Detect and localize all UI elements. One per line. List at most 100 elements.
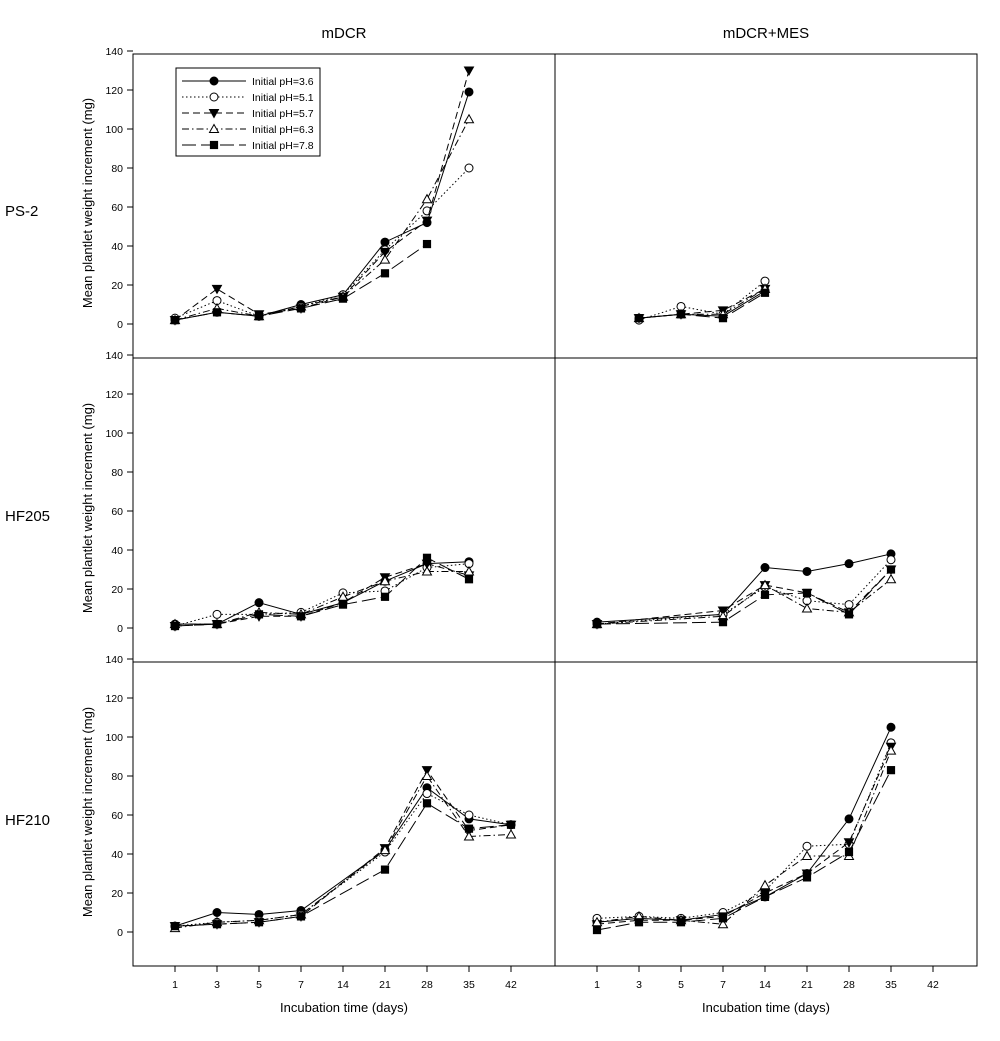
data-point bbox=[379, 575, 391, 586]
row-title-ps2: PS-2 bbox=[5, 203, 38, 220]
data-point bbox=[506, 820, 516, 829]
series-line bbox=[596, 727, 892, 923]
panel-hf210-mdcr bbox=[169, 766, 517, 933]
data-point bbox=[422, 799, 432, 808]
series-line bbox=[174, 167, 470, 319]
data-point bbox=[802, 566, 812, 576]
data-point bbox=[170, 922, 180, 931]
y-tick-label: 40 bbox=[111, 849, 123, 861]
data-point bbox=[421, 216, 433, 227]
data-point bbox=[844, 559, 854, 569]
data-point bbox=[634, 918, 644, 927]
data-point bbox=[886, 722, 896, 732]
series-line bbox=[596, 742, 892, 919]
legend-label-ph-5-1: Initial pH=5.1 bbox=[252, 92, 314, 104]
series-line bbox=[174, 557, 470, 627]
plot-area: 0204060801001201400204060801001201400204… bbox=[105, 46, 939, 991]
data-point bbox=[212, 920, 222, 929]
panel-ps-2-mdcr bbox=[169, 66, 475, 326]
data-point bbox=[421, 565, 433, 576]
data-point bbox=[337, 591, 349, 601]
data-point bbox=[463, 830, 475, 841]
data-point bbox=[254, 918, 264, 927]
data-point bbox=[379, 247, 391, 258]
y-tick-label: 40 bbox=[111, 545, 123, 557]
data-point bbox=[296, 912, 306, 921]
x-tick-label: 35 bbox=[885, 979, 897, 991]
y-tick-label: 60 bbox=[111, 202, 123, 214]
y-tick-label: 20 bbox=[111, 584, 123, 596]
x-tick-label: 7 bbox=[298, 979, 304, 991]
series-line bbox=[638, 288, 766, 319]
x-tick-label: 35 bbox=[463, 979, 475, 991]
y-axis-label-row-3: Mean plantlet weight increment (mg) bbox=[80, 707, 95, 917]
data-point bbox=[760, 892, 770, 901]
series-line bbox=[596, 769, 892, 931]
data-point bbox=[718, 618, 728, 627]
legend-label-ph-6-3: Initial pH=6.3 bbox=[252, 124, 314, 136]
legend-box bbox=[175, 67, 321, 157]
data-point bbox=[380, 865, 390, 874]
data-point bbox=[802, 588, 812, 597]
data-point bbox=[464, 163, 474, 173]
row-title-hf210: HF210 bbox=[5, 812, 50, 829]
legend-label-ph-7-8: Initial pH=7.8 bbox=[252, 140, 314, 152]
y-tick-label: 0 bbox=[117, 927, 123, 939]
series-line bbox=[174, 119, 470, 321]
legend-marker bbox=[209, 76, 219, 86]
data-point bbox=[338, 600, 348, 609]
x-tick-label: 42 bbox=[505, 979, 517, 991]
data-point bbox=[592, 925, 602, 935]
data-point bbox=[254, 312, 264, 321]
data-point bbox=[718, 914, 728, 923]
x-tick-label: 14 bbox=[759, 979, 771, 991]
x-tick-label: 14 bbox=[337, 979, 349, 991]
data-point bbox=[170, 316, 180, 325]
data-point bbox=[422, 239, 432, 249]
series-line bbox=[174, 769, 512, 927]
data-point bbox=[380, 237, 390, 247]
y-tick-label: 120 bbox=[105, 389, 123, 401]
data-point bbox=[844, 847, 854, 857]
data-point bbox=[464, 824, 474, 833]
data-point bbox=[422, 553, 432, 562]
data-point bbox=[592, 620, 602, 629]
data-point bbox=[212, 620, 222, 629]
data-point bbox=[717, 918, 729, 929]
x-tick-label: 28 bbox=[421, 979, 433, 991]
legend-marker bbox=[208, 109, 220, 119]
legend-marker bbox=[208, 123, 220, 133]
y-tick-label: 100 bbox=[105, 732, 123, 744]
column-title-mdcr: mDCR bbox=[322, 25, 367, 42]
data-point bbox=[843, 838, 855, 848]
x-tick-label: 7 bbox=[720, 979, 726, 991]
x-tick-label: 3 bbox=[214, 979, 220, 991]
data-point bbox=[886, 766, 896, 775]
legend-marker bbox=[209, 140, 219, 150]
series-line bbox=[596, 569, 892, 625]
data-point bbox=[844, 814, 854, 824]
y-tick-label: 60 bbox=[111, 810, 123, 822]
data-point bbox=[801, 850, 813, 860]
panel-ps-2-mdcr-mes bbox=[633, 276, 771, 325]
x-axis-label-right: Incubation time (days) bbox=[702, 1000, 830, 1015]
y-tick-label: 100 bbox=[105, 124, 123, 136]
x-axis-label-left: Incubation time (days) bbox=[280, 1000, 408, 1015]
series-line bbox=[174, 802, 512, 927]
y-tick-label: 80 bbox=[111, 771, 123, 783]
data-point bbox=[212, 308, 222, 317]
y-tick-label: 140 bbox=[105, 350, 123, 362]
data-point bbox=[676, 918, 686, 927]
data-point bbox=[634, 314, 644, 323]
y-tick-label: 120 bbox=[105, 85, 123, 97]
data-point bbox=[212, 609, 222, 619]
x-tick-label: 5 bbox=[256, 979, 262, 991]
data-point bbox=[422, 789, 432, 799]
x-tick-label: 1 bbox=[594, 979, 600, 991]
y-tick-label: 120 bbox=[105, 693, 123, 705]
y-tick-label: 20 bbox=[111, 280, 123, 292]
data-point bbox=[591, 916, 603, 927]
data-point bbox=[379, 844, 391, 855]
data-point bbox=[760, 590, 770, 599]
